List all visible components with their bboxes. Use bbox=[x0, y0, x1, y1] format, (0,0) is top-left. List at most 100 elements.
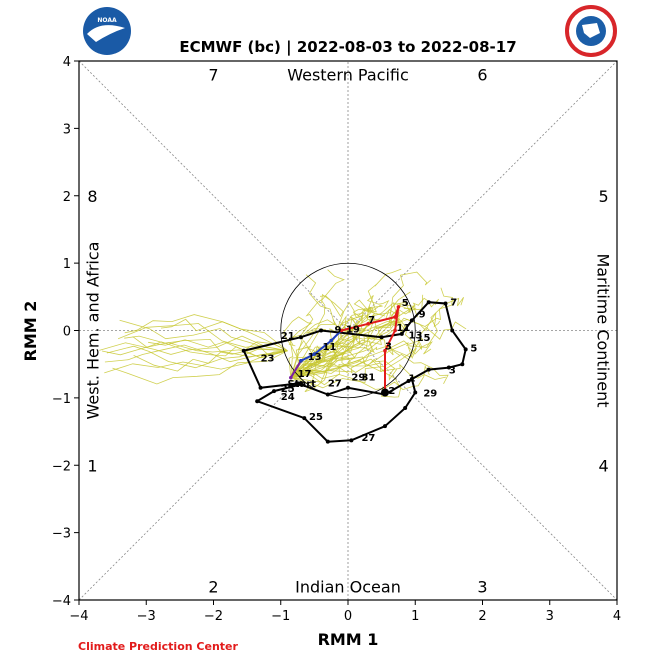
observed-point bbox=[319, 328, 324, 333]
observed-point bbox=[463, 347, 468, 352]
noaa-logo-bird bbox=[87, 25, 125, 42]
forecast-end-marker bbox=[380, 388, 389, 397]
observed-point bbox=[409, 318, 414, 323]
forecast-point bbox=[329, 338, 333, 343]
noaa-logo: NOAA bbox=[83, 7, 131, 55]
x-tick-label: −3 bbox=[137, 609, 156, 624]
phase-label: 2 bbox=[208, 578, 218, 597]
ensemble-member-line bbox=[112, 350, 288, 385]
observed-point bbox=[406, 379, 411, 384]
x-tick-label: −1 bbox=[271, 609, 290, 624]
forecast-day-label: 7 bbox=[368, 315, 375, 326]
phase-label: 7 bbox=[208, 65, 218, 84]
ensemble-member-line bbox=[290, 358, 402, 398]
observed-day-label: 25 bbox=[281, 384, 295, 395]
observed-point bbox=[413, 390, 418, 395]
y-tick-label: 3 bbox=[63, 122, 71, 137]
forecast-point bbox=[299, 359, 303, 363]
observed-point bbox=[302, 416, 307, 421]
ensemble-member-line bbox=[290, 287, 453, 379]
y-tick-label: −1 bbox=[52, 392, 71, 407]
forecast-track bbox=[289, 360, 302, 379]
forecast-day-label: 13 bbox=[409, 331, 423, 342]
observed-point bbox=[382, 424, 387, 429]
x-tick-label: 1 bbox=[411, 609, 419, 624]
region-label: West. Hem. and Africa bbox=[83, 242, 102, 420]
forecast-point bbox=[312, 352, 317, 356]
ensemble-member-line bbox=[290, 354, 398, 381]
ensemble-member-line bbox=[104, 350, 288, 374]
x-tick-label: 3 bbox=[546, 609, 554, 624]
ensemble-member-line bbox=[160, 318, 288, 352]
y-axis-label: RMM 2 bbox=[21, 301, 40, 362]
observed-day-label: 29 bbox=[351, 372, 365, 383]
region-label: Indian Ocean bbox=[295, 578, 401, 597]
observed-day-label: 3 bbox=[449, 366, 456, 377]
observed-point bbox=[298, 335, 303, 340]
ensemble-member-line bbox=[290, 293, 344, 378]
ensemble-member-line bbox=[290, 301, 386, 378]
forecast-day-label: 17 bbox=[298, 369, 312, 380]
observed-point bbox=[258, 385, 263, 390]
ensemble-member-line bbox=[290, 317, 407, 378]
phase-label: 6 bbox=[477, 65, 487, 84]
forecast-day-label: Start bbox=[287, 379, 316, 390]
ensemble-member-line bbox=[119, 319, 288, 356]
region-label: Western Pacific bbox=[287, 65, 409, 84]
x-tick-label: 0 bbox=[344, 609, 352, 624]
y-tick-label: 2 bbox=[63, 190, 71, 205]
observed-day-label: 25 bbox=[309, 412, 323, 423]
noaa-logo-text: NOAA bbox=[97, 17, 117, 24]
y-tick-label: 1 bbox=[63, 257, 71, 272]
forecast-day-label: 11 bbox=[396, 323, 410, 334]
forecast-day-label: 13 bbox=[308, 352, 322, 363]
observed-day-label: 24 bbox=[281, 392, 295, 403]
observed-day-label: 5 bbox=[470, 343, 477, 354]
forecast-day-label: 2 bbox=[388, 386, 395, 397]
ensemble-member-line bbox=[290, 307, 417, 378]
observed-point bbox=[241, 348, 246, 353]
ensemble-member-line bbox=[290, 291, 411, 378]
forecast-track bbox=[300, 329, 343, 362]
ensemble-member-line bbox=[290, 340, 423, 379]
ensemble-member-line bbox=[288, 269, 345, 378]
forecast-point bbox=[366, 321, 370, 326]
observed-point bbox=[349, 438, 354, 443]
observed-day-label: 21 bbox=[281, 331, 295, 342]
forecast-point bbox=[383, 348, 387, 353]
observed-day-label: 9 bbox=[419, 310, 426, 321]
observed-day-label: 31 bbox=[361, 372, 375, 383]
ensemble-members-west bbox=[99, 314, 288, 385]
observed-point bbox=[255, 399, 260, 404]
nws-logo-map bbox=[582, 23, 600, 38]
forecast-point bbox=[393, 315, 397, 319]
chart-title: ECMWF (bc) | 2022-08-03 to 2022-08-17 bbox=[179, 38, 516, 57]
ensemble-member-line bbox=[290, 319, 418, 379]
ensemble-member-line bbox=[290, 356, 446, 380]
observed-point bbox=[426, 367, 431, 372]
footer-credit: Climate Prediction Center bbox=[78, 640, 238, 653]
observed-day-label: 7 bbox=[450, 298, 457, 309]
ensemble-member-line bbox=[104, 344, 288, 363]
observed-point bbox=[426, 300, 431, 305]
observed-point bbox=[325, 439, 330, 444]
observed-point bbox=[460, 362, 465, 367]
x-tick-label: −2 bbox=[204, 609, 223, 624]
observed-day-label: 23 bbox=[261, 353, 275, 364]
observed-point bbox=[298, 382, 303, 387]
forecast-day-label: 19 bbox=[346, 324, 360, 335]
phase-label: 3 bbox=[477, 578, 487, 597]
forecast-point bbox=[289, 375, 293, 380]
observed-point bbox=[272, 389, 277, 394]
ensemble-member-line bbox=[106, 345, 288, 369]
observed-day-label: 1 bbox=[409, 374, 416, 385]
ensemble-member-line bbox=[290, 268, 402, 378]
observed-day-label: 29 bbox=[423, 388, 437, 399]
phase-label: 4 bbox=[598, 456, 608, 475]
ensemble-member-line bbox=[117, 323, 288, 352]
observed-point bbox=[399, 331, 404, 336]
forecast-day-label: 11 bbox=[322, 342, 336, 353]
x-axis-label: RMM 1 bbox=[318, 630, 379, 649]
